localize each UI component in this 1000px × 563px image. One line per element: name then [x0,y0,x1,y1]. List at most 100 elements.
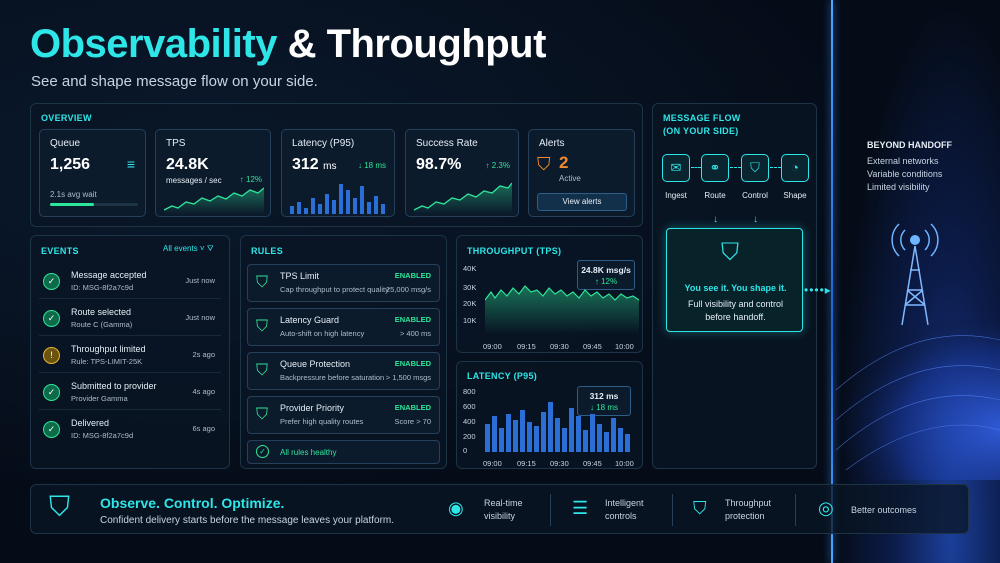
queue-bar [50,203,138,206]
shield-alert-icon: ⛉ [537,154,551,174]
rule-item[interactable]: ⛉ Queue Protection Backpressure before sat… [247,352,440,390]
queue-card[interactable]: Queue 1,256 ≡ 2.1s avg wait [39,129,146,217]
latency-bars-chart [485,402,630,452]
feature-label: Throughput protection [725,498,772,521]
feature-label: Better outcomes [851,505,917,515]
list-icon: ≡ [126,156,135,172]
success-label: Success Rate [416,138,478,149]
beyond-title: BEYOND HANDOFF [867,140,952,150]
view-alerts-button[interactable]: View alerts [537,193,627,211]
events-filter-dropdown[interactable]: All events ˅ ⛛ [163,244,214,253]
warning-icon: ! [43,347,60,364]
latency-card[interactable]: Latency (P95) 312 ms ↓ 18 ms [281,129,395,217]
message-flow-panel: MESSAGE FLOW (ON YOUR SIDE) ✉ ⚭ ⛉ ◔ Inge… [652,103,817,469]
tps-unit: messages / sec [166,176,222,185]
rules-healthy-status: ✓ All rules healthy [247,440,440,464]
sliders-icon: ☰ [572,498,589,518]
tp-xtick: 09:45 [583,342,602,351]
tps-change: ↑ 12% [239,175,262,184]
latency-minibars [290,184,385,214]
latency-badge: 312 ms ↓ 18 ms [577,386,631,416]
message-flow-title: MESSAGE FLOW [663,113,741,123]
lat-xtick: 09:00 [483,459,502,468]
lat-xtick: 09:45 [583,459,602,468]
throughput-badge: 24.8K msg/s ↑ 12% [577,260,635,290]
latency-label: Latency (P95) [292,138,355,149]
mail-icon[interactable]: ✉ [662,154,690,182]
shield-check-icon: ⛉ [721,239,739,266]
route-icon[interactable]: ⚭ [701,154,729,182]
beyond-line: Limited visibility [867,182,930,192]
lat-xtick: 09:15 [517,459,536,468]
check-icon: ✓ [43,384,60,401]
globe-graphic [836,320,1000,480]
throughput-chart [485,285,639,334]
success-card[interactable]: Success Rate 98.7% ↑ 2.3% [405,129,519,217]
feature-label: Intelligent controls [605,498,644,521]
flow-step-label: Control [742,191,768,200]
flow-step-label: Ingest [665,191,687,200]
throughput-title: THROUGHPUT (TPS) [467,246,562,256]
flow-summary-box: ⛉ You see it. You shape it. Full visibil… [666,228,803,332]
tp-xtick: 09:00 [483,342,502,351]
message-flow-subtitle: (ON YOUR SIDE) [663,126,739,136]
tp-ytick: 20K [463,299,477,308]
rule-item[interactable]: ⛉ Provider Priority Prefer high quality ro… [247,396,440,434]
shield-check-icon: ⛉ [49,491,71,522]
events-panel: EVENTS All events ˅ ⛛ ✓ Message accepted I… [30,235,230,469]
footer-headline: Observe. Control. Optimize. [100,495,285,511]
tp-ytick: 40K [463,264,477,273]
overview-title: OVERVIEW [41,113,92,123]
alerts-card[interactable]: Alerts ⛉ 2 Active View alerts [528,129,635,217]
lat-ytick: 600 [463,402,476,411]
flow-arrow: ↓ [753,214,758,225]
shield-check-icon: ⛉ [256,274,269,291]
beyond-line: Variable conditions [867,169,943,179]
queue-label: Queue [50,138,81,149]
rules-panel: RULES ⛉ TPS Limit Cap throughput to protec… [240,235,447,469]
feature-divider [550,494,551,526]
rule-item[interactable]: ⛉ Latency Guard Auto-shift on high latency… [247,308,440,346]
lat-xtick: 09:30 [550,459,569,468]
check-circle-icon: ✓ [256,445,269,458]
events-title: EVENTS [41,246,79,256]
flow-connector [691,167,701,168]
tps-value: 24.8K [166,156,209,173]
event-item[interactable]: ✓ Route selected Route C (Gamma) Just now [39,303,221,336]
lat-ytick: 200 [463,432,476,441]
tp-xtick: 09:15 [517,342,536,351]
target-icon: ◎ [818,498,834,518]
shield-control-icon[interactable]: ⛉ [741,154,769,182]
tp-xtick: 09:30 [550,342,569,351]
success-change: ↑ 2.3% [485,161,510,170]
tps-card[interactable]: TPS 24.8K messages / sec ↑ 12% [155,129,271,217]
success-value: 98.7% [416,156,462,173]
tp-ytick: 10K [463,316,477,325]
rule-item[interactable]: ⛉ TPS Limit Cap throughput to protect qual… [247,264,440,302]
latency-value: 312 ms [292,156,337,173]
gauge-icon[interactable]: ◔ [781,154,809,182]
tp-xtick: 10:00 [615,342,634,351]
event-item[interactable]: ✓ Submitted to provider Provider Gamma 4s a… [39,377,221,410]
overview-panel: OVERVIEW Queue 1,256 ≡ 2.1s avg wait TPS… [30,103,643,227]
check-icon: ✓ [43,421,60,438]
tps-sparkline [164,187,264,214]
success-sparkline [414,182,512,214]
rules-title: RULES [251,246,284,256]
queue-note: 2.1s avg wait [50,190,97,199]
eye-icon: ◉ [448,498,464,518]
alerts-label: Alerts [539,138,565,149]
latency-change: ↓ 18 ms [357,161,386,170]
event-item[interactable]: ! Throughput limited Rule: TPS-LIMIT-25K 2s… [39,340,221,373]
tp-ytick: 30K [463,283,477,292]
feature-divider [795,494,796,526]
tps-label: TPS [166,138,186,149]
check-icon: ✓ [43,273,60,290]
event-item[interactable]: ✓ Message accepted ID: MSG-8f2a7c9d Just no… [39,266,221,299]
flow-arrow: ↓ [713,214,718,225]
queue-value: 1,256 [50,156,91,173]
event-item[interactable]: ✓ Delivered ID: MSG-8f2a7c9d 6s ago [39,414,221,447]
check-icon: ✓ [43,310,60,327]
handoff-arrow: ••••▸ [804,283,832,297]
shield-check-icon: ⛉ [256,318,269,335]
